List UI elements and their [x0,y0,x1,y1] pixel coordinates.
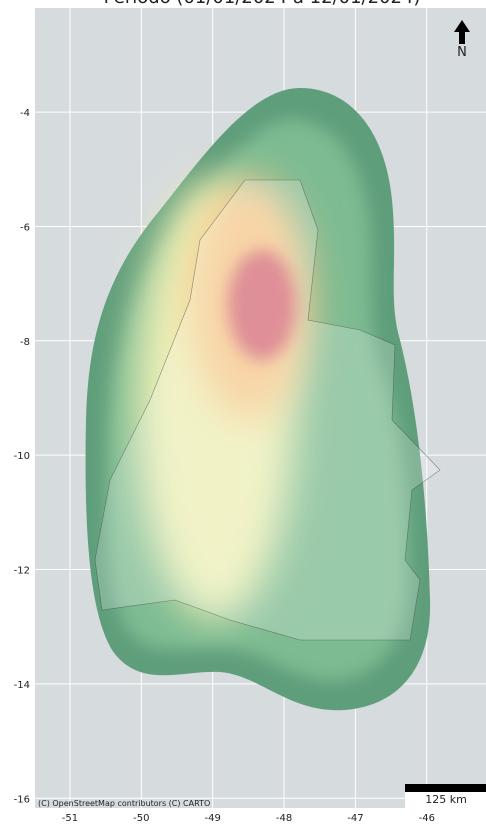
density-red [228,250,296,360]
scale-box [405,792,486,808]
y-tick-label: -8 [20,337,30,348]
north-label: N [457,45,467,60]
north-arrow [454,20,470,44]
y-tick-label: -10 [14,451,30,462]
y-tick-label: -14 [14,680,30,691]
x-tick-label: -49 [205,813,221,824]
attribution: (C) OpenStreetMap contributors (C) CARTO [38,799,210,808]
y-tick-label: -16 [14,794,30,805]
y-tick-label: -6 [20,222,30,233]
x-tick-label: -46 [419,813,435,824]
region-outline [94,179,441,641]
scale-label: 125 km [425,793,467,806]
x-tick-label: -50 [133,813,149,824]
y-tick-label: -4 [20,108,30,119]
scale-bar [405,784,486,792]
map-title: Período (01/01/2024 a 12/01/2024) [104,0,421,8]
x-tick-label: -48 [276,813,292,824]
y-tick-label: -12 [14,566,30,577]
x-tick-label: -47 [347,813,363,824]
heatmap [85,88,441,711]
x-tick-label: -51 [62,813,78,824]
